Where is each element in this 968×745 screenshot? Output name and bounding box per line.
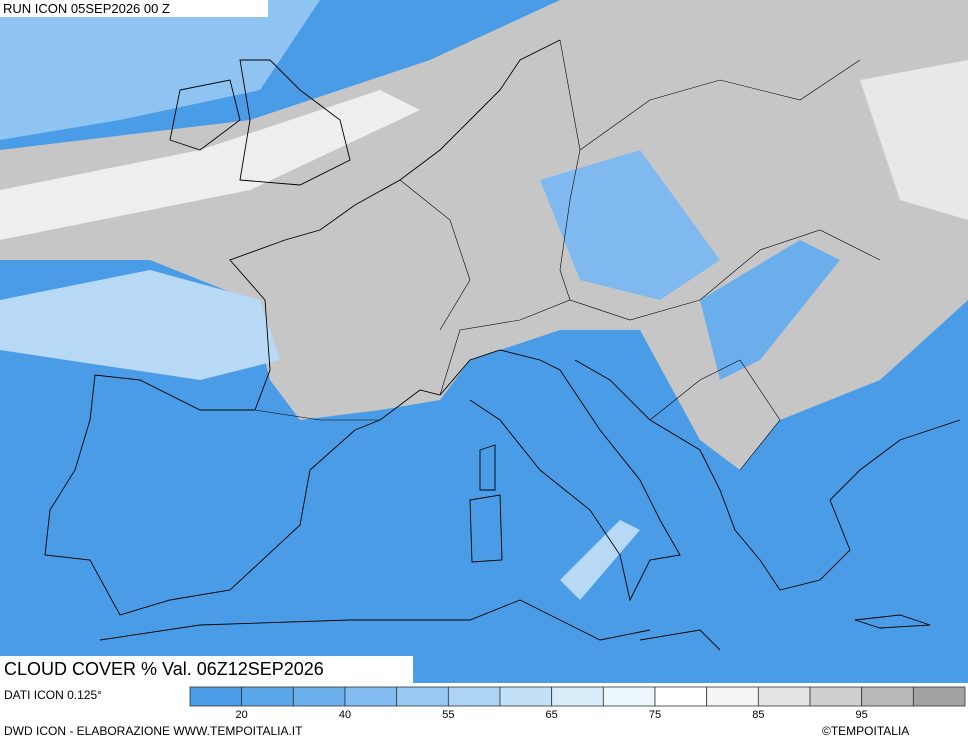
legend-swatch (241, 686, 294, 707)
legend-label: 55 (442, 709, 454, 721)
cloud-band (560, 520, 640, 600)
legend-swatch (809, 686, 863, 707)
legend-swatch (654, 686, 708, 707)
legend-swatch (189, 686, 243, 707)
legend-label: 75 (649, 709, 661, 721)
legend-swatch (499, 686, 553, 707)
coastlines (44, 39, 961, 651)
legend-label: 40 (339, 709, 351, 721)
copyright: ©TEMPOITALIA (822, 724, 910, 738)
legend-label: 20 (236, 709, 248, 721)
legend-swatch (602, 686, 656, 707)
cloud-band (0, 270, 280, 380)
credit: DWD ICON - ELABORAZIONE WWW.TEMPOITALIA.… (4, 724, 303, 738)
colorbar: 20 40 55 65 75 85 95 (189, 686, 966, 721)
cloud-light (540, 150, 720, 300)
source-label: DATI ICON 0.125° (4, 688, 102, 702)
legend-swatch (344, 686, 398, 707)
legend-swatch (861, 686, 914, 707)
map-title: CLOUD COVER % Val. 06Z12SEP2026 (0, 656, 413, 683)
run-label: RUN ICON 05SEP2026 00 Z (0, 0, 268, 17)
legend-swatch (292, 686, 346, 707)
legend-swatch (757, 686, 811, 707)
cloud-light (0, 0, 320, 140)
legend-swatch (396, 686, 449, 707)
map (0, 0, 968, 683)
legend-swatch (551, 686, 604, 707)
legend-swatch (447, 686, 501, 707)
legend-label: 85 (752, 709, 764, 721)
cloud-light (700, 240, 840, 380)
legend-label: 65 (546, 709, 558, 721)
legend-swatch (706, 686, 759, 707)
legend-label: 95 (856, 709, 868, 721)
cloud-band (0, 90, 420, 240)
legend-swatch (912, 686, 966, 707)
borders (254, 39, 881, 471)
cloud-band (860, 60, 968, 220)
